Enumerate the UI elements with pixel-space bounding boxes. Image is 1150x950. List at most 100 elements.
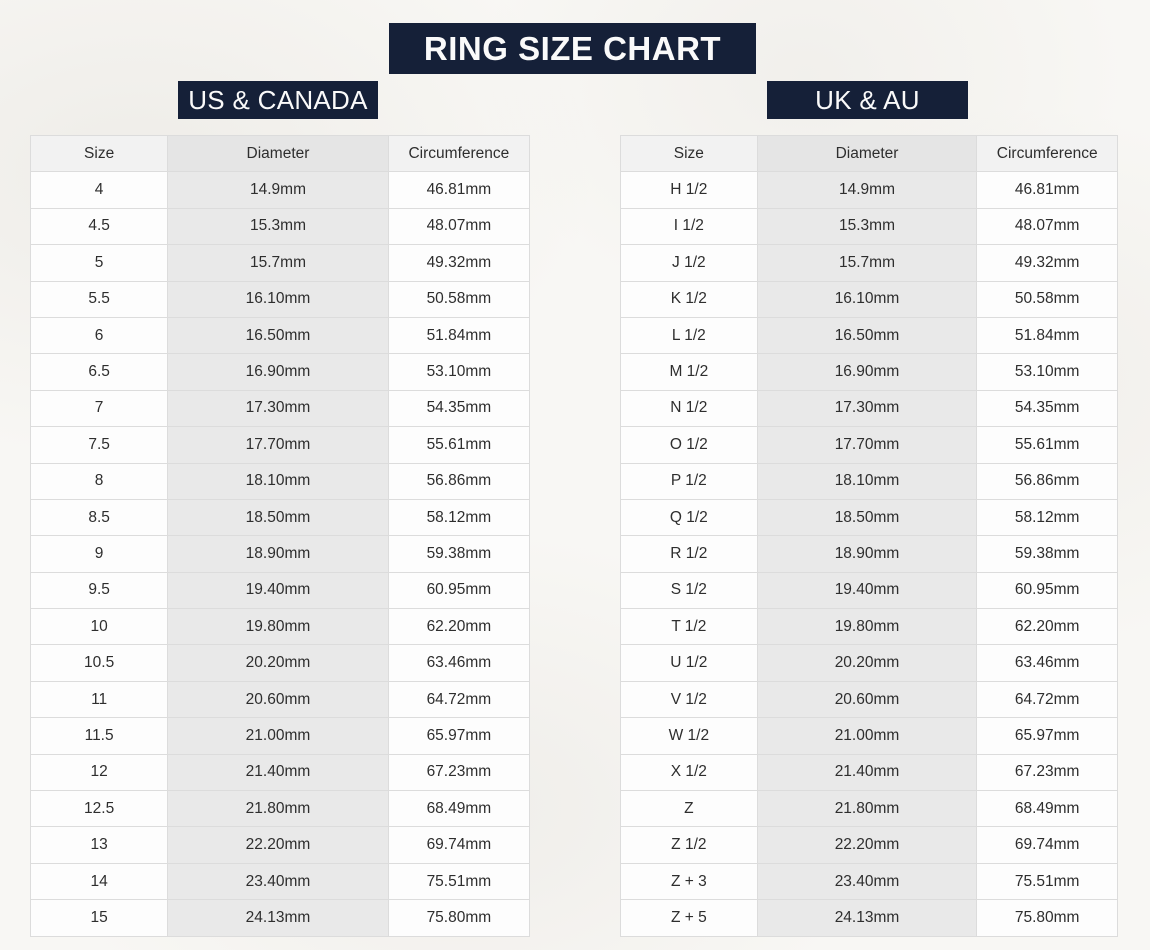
size-cell: 5 [29,244,169,282]
column-header-size: Size [29,134,169,173]
diameter-cell: 17.70mm [756,426,978,464]
table-row: N 1/2 17.30mm 54.35mm [620,389,1118,428]
circumference-cell: 49.32mm [387,244,531,282]
size-cell: W 1/2 [620,717,758,755]
table-row: W 1/2 21.00mm 65.97mm [620,717,1118,755]
diameter-cell: 16.90mm [756,353,978,391]
circumference-cell: 48.07mm [976,207,1118,246]
diameter-cell: 21.80mm [167,790,389,828]
region-banner-uk-au: UK & AU [767,81,968,119]
diameter-cell: 21.00mm [756,717,978,755]
size-cell: T 1/2 [620,608,758,646]
diameter-cell: 22.20mm [167,826,389,864]
circumference-cell: 62.20mm [976,608,1118,646]
size-table: Size Diameter Circumference H 1/2 14.9mm 46.8… [620,134,1118,937]
table-row: 8 18.10mm 56.86mm [29,462,531,500]
size-cell: 6.5 [29,353,169,391]
region-label-us-canada: US & CANADA [188,84,368,115]
circumference-cell: 63.46mm [976,644,1118,682]
circumference-cell: 69.74mm [387,826,531,864]
column-header-size: Size [620,134,758,173]
circumference-cell: 64.72mm [976,680,1118,719]
table-row: O 1/2 17.70mm 55.61mm [620,426,1118,464]
table-row: T 1/2 19.80mm 62.20mm [620,608,1118,646]
size-cell: 15 [29,899,169,937]
table-row: 10 19.80mm 62.20mm [29,608,531,646]
size-cell: R 1/2 [620,535,758,573]
page-title-banner: RING SIZE CHART [389,23,756,74]
size-cell: 13 [29,826,169,864]
circumference-cell: 75.51mm [387,862,531,901]
diameter-cell: 21.40mm [167,753,389,792]
circumference-cell: 53.10mm [387,353,531,391]
circumference-cell: 46.81mm [387,171,531,209]
table-row: R 1/2 18.90mm 59.38mm [620,535,1118,573]
size-cell: 7 [29,389,169,428]
table-row: U 1/2 20.20mm 63.46mm [620,644,1118,682]
circumference-cell: 58.12mm [976,498,1118,537]
diameter-cell: 21.80mm [756,790,978,828]
size-cell: 9.5 [29,571,169,610]
circumference-cell: 50.58mm [387,280,531,318]
table-row: H 1/2 14.9mm 46.81mm [620,171,1118,209]
circumference-cell: 75.80mm [976,899,1118,937]
circumference-cell: 67.23mm [387,753,531,792]
header-row: Size Diameter Circumference [620,134,1118,173]
circumference-cell: 51.84mm [976,316,1118,355]
size-cell: 11 [29,680,169,719]
diameter-cell: 19.80mm [756,608,978,646]
diameter-cell: 16.90mm [167,353,389,391]
size-cell: 10 [29,608,169,646]
diameter-cell: 20.20mm [756,644,978,682]
table-row: 9 18.90mm 59.38mm [29,535,531,573]
circumference-cell: 48.07mm [387,207,531,246]
diameter-cell: 18.50mm [167,498,389,537]
column-header-diameter: Diameter [756,134,978,173]
circumference-cell: 60.95mm [976,571,1118,610]
size-cell: 12 [29,753,169,792]
circumference-cell: 55.61mm [387,426,531,464]
table-row: 6 16.50mm 51.84mm [29,316,531,355]
circumference-cell: 75.80mm [387,899,531,937]
size-cell: O 1/2 [620,426,758,464]
size-cell: Z [620,790,758,828]
diameter-cell: 21.00mm [167,717,389,755]
size-cell: 4 [29,171,169,209]
table-row: 4.5 15.3mm 48.07mm [29,207,531,246]
circumference-cell: 69.74mm [976,826,1118,864]
page-title: RING SIZE CHART [423,29,722,67]
table-row: 5 15.7mm 49.32mm [29,244,531,282]
table-row: S 1/2 19.40mm 60.95mm [620,571,1118,610]
circumference-cell: 67.23mm [976,753,1118,792]
size-cell: Q 1/2 [620,498,758,537]
table-row: 4 14.9mm 46.81mm [29,171,531,209]
diameter-cell: 22.20mm [756,826,978,864]
size-cell: 9 [29,535,169,573]
circumference-cell: 55.61mm [976,426,1118,464]
ring-size-table-us-canada: Size Diameter Circumference 4 14.9mm 46.81mm 4… [29,134,531,937]
circumference-cell: 62.20mm [387,608,531,646]
size-cell: 7.5 [29,426,169,464]
circumference-cell: 56.86mm [976,462,1118,500]
diameter-cell: 14.9mm [756,171,978,209]
table-row: 6.5 16.90mm 53.10mm [29,353,531,391]
diameter-cell: 20.60mm [167,680,389,719]
diameter-cell: 18.10mm [167,462,389,500]
circumference-cell: 54.35mm [976,389,1118,428]
size-cell: K 1/2 [620,280,758,318]
size-cell: 11.5 [29,717,169,755]
region-label-uk-au: UK & AU [815,84,920,115]
circumference-cell: 54.35mm [387,389,531,428]
table-row: 11 20.60mm 64.72mm [29,680,531,719]
circumference-cell: 50.58mm [976,280,1118,318]
diameter-cell: 18.90mm [167,535,389,573]
table-row: 11.5 21.00mm 65.97mm [29,717,531,755]
diameter-cell: 15.3mm [756,207,978,246]
diameter-cell: 18.50mm [756,498,978,537]
diameter-cell: 17.30mm [167,389,389,428]
diameter-cell: 23.40mm [756,862,978,901]
table-row: X 1/2 21.40mm 67.23mm [620,753,1118,792]
diameter-cell: 19.80mm [167,608,389,646]
circumference-cell: 51.84mm [387,316,531,355]
